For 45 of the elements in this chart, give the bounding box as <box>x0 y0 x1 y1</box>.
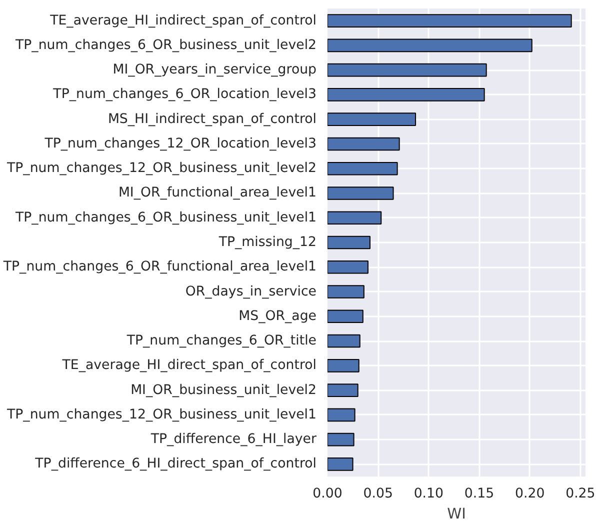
x-tick-label: 0.10 <box>414 486 444 502</box>
x-tick-label: 0.20 <box>515 486 545 502</box>
bar <box>328 285 364 298</box>
y-tick-label: OR_days_in_service <box>185 284 317 300</box>
x-tick-label: 0.25 <box>566 486 596 502</box>
y-tick-label: TP_num_changes_6_OR_business_unit_level1 <box>14 210 316 226</box>
bar <box>328 112 416 126</box>
y-tick-label: TP_difference_6_HI_direct_span_of_control <box>34 456 317 472</box>
bar <box>328 359 360 372</box>
y-tick-label: TP_num_changes_12_OR_business_unit_level1 <box>6 407 317 422</box>
x-tick-label: 0.15 <box>464 486 494 502</box>
bar <box>328 408 356 422</box>
bar <box>328 211 382 225</box>
x-tick-label: 0.00 <box>312 486 342 502</box>
y-tick-label: MI_OR_functional_area_level1 <box>118 186 317 201</box>
y-tick-label: MS_HI_indirect_span_of_control <box>108 112 317 127</box>
bar <box>328 38 532 52</box>
y-tick-label: MS_OR_age <box>238 308 317 324</box>
y-tick-label: TP_num_changes_12_OR_location_level3 <box>44 136 317 152</box>
y-tick-label: TP_num_changes_6_OR_business_unit_level2 <box>14 38 316 53</box>
bar <box>328 186 394 200</box>
bar <box>328 137 400 151</box>
y-tick-label: TP_missing_12 <box>218 235 317 250</box>
y-tick-label: MI_OR_years_in_service_group <box>112 62 316 78</box>
bar <box>328 14 572 28</box>
bar <box>328 162 398 176</box>
y-tick-label: MI_OR_business_unit_level2 <box>130 382 317 398</box>
bar <box>328 236 370 250</box>
x-axis-title: WI <box>447 506 466 522</box>
y-tick-label: TE_average_HI_direct_span_of_control <box>61 358 317 374</box>
y-tick-label: TP_num_changes_6_OR_title <box>126 334 317 349</box>
bar <box>328 260 368 274</box>
y-tick-label: TP_num_changes_6_OR_functional_area_level1 <box>2 260 316 275</box>
y-tick-label: TP_num_changes_6_OR_location_level3 <box>52 87 317 102</box>
bar <box>328 458 354 471</box>
bar <box>328 88 485 102</box>
bar <box>328 63 487 77</box>
y-tick-label: TP_difference_6_HI_layer <box>150 432 318 448</box>
y-tick-label: TE_average_HI_indirect_span_of_control <box>49 13 317 28</box>
bar <box>328 310 364 324</box>
x-tick-label: 0.05 <box>363 486 393 502</box>
bar <box>328 384 358 397</box>
y-tick-label: TP_num_changes_12_OR_business_unit_level2 <box>6 161 317 176</box>
bar <box>328 334 360 348</box>
bar <box>328 432 354 446</box>
